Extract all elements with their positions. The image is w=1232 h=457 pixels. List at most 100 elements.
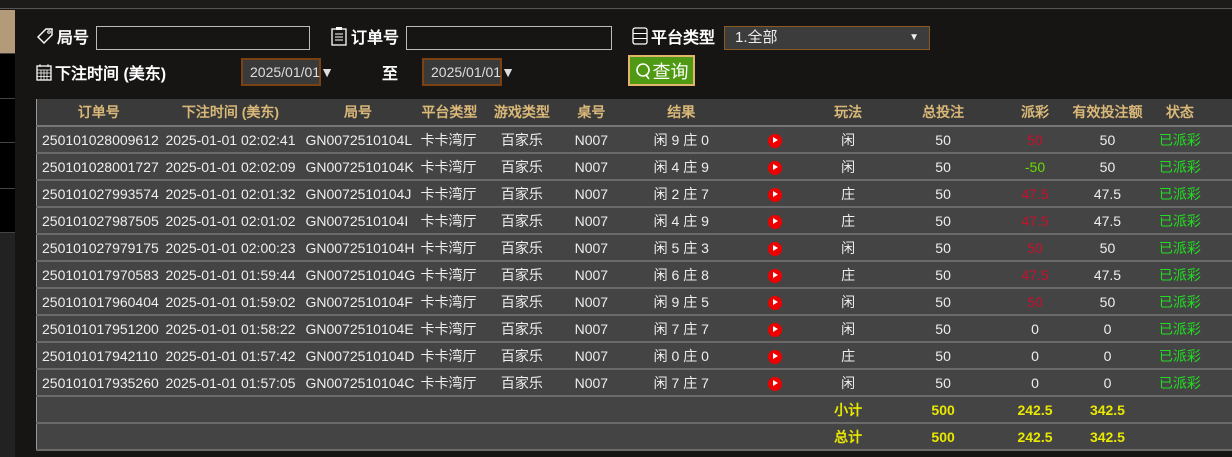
- column-header[interactable]: 玩法: [810, 99, 887, 127]
- spacer-cell: [1214, 342, 1232, 370]
- play-video-icon[interactable]: [768, 214, 783, 229]
- table-row: 250101028001727 2025-01-01 02:02:09 GN0072…: [36, 153, 1232, 181]
- platform-label-text: 平台类型: [651, 30, 716, 47]
- column-header[interactable]: 派彩: [1000, 99, 1070, 127]
- round-id-cell: GN0072510104F: [300, 288, 416, 316]
- game-type-cell: 百家乐: [483, 153, 561, 181]
- clipboard-icon: [331, 27, 347, 46]
- search-icon: [635, 62, 650, 79]
- column-header[interactable]: 有效投注额: [1069, 99, 1145, 127]
- valid-bet-cell: 50: [1069, 234, 1145, 262]
- play-video-icon[interactable]: [768, 322, 783, 337]
- result-cell: 闲 7 庄 7: [622, 315, 741, 343]
- total-bet-cell: 50: [886, 234, 1001, 262]
- round-id-cell: GN0072510104C: [300, 369, 416, 397]
- replay-cell: [740, 342, 811, 370]
- play-video-icon[interactable]: [768, 295, 783, 310]
- status-cell: 已派彩: [1144, 369, 1215, 397]
- sidebar-tab[interactable]: [0, 143, 15, 189]
- round-input[interactable]: [96, 26, 310, 50]
- platform-cell: 卡卡湾厅: [415, 153, 484, 181]
- platform-cell: 卡卡湾厅: [415, 369, 484, 397]
- round-id-cell: GN0072510104E: [300, 315, 416, 343]
- platform-select-value: 1.全部: [735, 29, 778, 46]
- total-row: 总计 500 242.5 342.5: [36, 423, 1232, 451]
- bet-on-cell: 庄: [810, 180, 887, 208]
- play-video-icon[interactable]: [768, 349, 783, 364]
- column-header[interactable]: 桌号: [560, 99, 623, 127]
- order-input[interactable]: [406, 26, 612, 50]
- play-video-icon[interactable]: [768, 241, 783, 256]
- status-cell: 已派彩: [1144, 126, 1215, 154]
- result-cell: 闲 0 庄 0: [622, 342, 741, 370]
- column-header[interactable]: 总投注: [886, 99, 1001, 127]
- table-header: 订单号 下注时间 (美东) 局号 平台类型 游戏类型 桌号 结果 玩法 总投注 派彩 有效投注额 状态: [36, 99, 1232, 127]
- round-id-cell: GN0072510104L: [300, 126, 416, 154]
- play-video-icon[interactable]: [768, 187, 783, 202]
- column-header[interactable]: [740, 99, 811, 127]
- query-button[interactable]: 查询: [628, 55, 695, 86]
- replay-cell: [740, 369, 811, 397]
- play-video-icon[interactable]: [768, 160, 783, 175]
- order-label-text: 订单号: [351, 30, 400, 47]
- status-cell: 已派彩: [1144, 234, 1215, 262]
- status-cell: 已派彩: [1144, 315, 1215, 343]
- sidebar: [0, 10, 15, 457]
- spacer-cell: [1214, 369, 1232, 397]
- date-to-picker[interactable]: 2025/01/01▼: [422, 58, 515, 86]
- valid-bet-cell: 50: [1069, 126, 1145, 154]
- play-video-icon[interactable]: [768, 376, 783, 391]
- round-label: 局号: [36, 24, 89, 48]
- subtotal-row: 小计 500 242.5 342.5: [36, 396, 1232, 424]
- order-id-cell: 250101017935260: [36, 369, 161, 397]
- valid-bet-cell: 0: [1069, 369, 1145, 397]
- valid-bet-cell: 47.5: [1069, 261, 1145, 289]
- total-bet-cell: 50: [886, 153, 1001, 181]
- status-cell: 已派彩: [1144, 261, 1215, 289]
- play-video-icon[interactable]: [768, 133, 783, 148]
- table-row: 250101028009612 2025-01-01 02:02:41 GN0072…: [36, 126, 1232, 154]
- table-no-cell: N007: [560, 153, 623, 181]
- bet-on-cell: 闲: [810, 369, 887, 397]
- platform-cell: 卡卡湾厅: [415, 315, 484, 343]
- valid-bet-cell: 0: [1069, 342, 1145, 370]
- empty-cell: [36, 423, 811, 451]
- platform-select[interactable]: 1.全部 ▼: [724, 26, 930, 50]
- game-type-cell: 百家乐: [483, 126, 561, 154]
- column-header[interactable]: 下注时间 (美东): [160, 99, 301, 127]
- sidebar-tab[interactable]: [0, 99, 15, 143]
- sidebar-tab[interactable]: [0, 54, 15, 99]
- bet-time-cell: 2025-01-01 02:02:41: [160, 126, 301, 154]
- column-header[interactable]: 状态: [1144, 99, 1215, 127]
- column-header[interactable]: 游戏类型: [483, 99, 561, 127]
- total-bet-cell: 50: [886, 369, 1001, 397]
- payout-cell: 47.5: [1000, 180, 1070, 208]
- game-type-cell: 百家乐: [483, 180, 561, 208]
- play-video-icon[interactable]: [768, 268, 783, 283]
- column-header[interactable]: 局号: [300, 99, 416, 127]
- sidebar-tab[interactable]: [0, 189, 15, 233]
- date-from-picker[interactable]: 2025/01/01▼: [241, 58, 334, 86]
- platform-cell: 卡卡湾厅: [415, 180, 484, 208]
- column-header[interactable]: 结果: [622, 99, 741, 127]
- empty-cell: [1214, 396, 1232, 424]
- platform-cell: 卡卡湾厅: [415, 234, 484, 262]
- dropdown-arrow-icon: ▼: [320, 64, 334, 80]
- payout-cell: 47.5: [1000, 207, 1070, 235]
- column-header[interactable]: 平台类型: [415, 99, 484, 127]
- sidebar-tab-active[interactable]: [0, 10, 15, 54]
- platform-cell: 卡卡湾厅: [415, 261, 484, 289]
- replay-cell: [740, 234, 811, 262]
- bet-time-cell: 2025-01-01 01:59:44: [160, 261, 301, 289]
- bet-time-cell: 2025-01-01 01:58:22: [160, 315, 301, 343]
- table-row: 250101017951200 2025-01-01 01:58:22 GN0072…: [36, 315, 1232, 343]
- spacer-cell: [1214, 207, 1232, 235]
- payout-cell: 47.5: [1000, 261, 1070, 289]
- valid-bet-cell: 47.5: [1069, 180, 1145, 208]
- platform-cell: 卡卡湾厅: [415, 207, 484, 235]
- spacer-cell: [1214, 153, 1232, 181]
- column-header[interactable]: 订单号: [36, 99, 161, 127]
- total-bet-cell: 50: [886, 207, 1001, 235]
- order-id-cell: 250101027979175: [36, 234, 161, 262]
- subtotal-label: 小计: [810, 396, 887, 424]
